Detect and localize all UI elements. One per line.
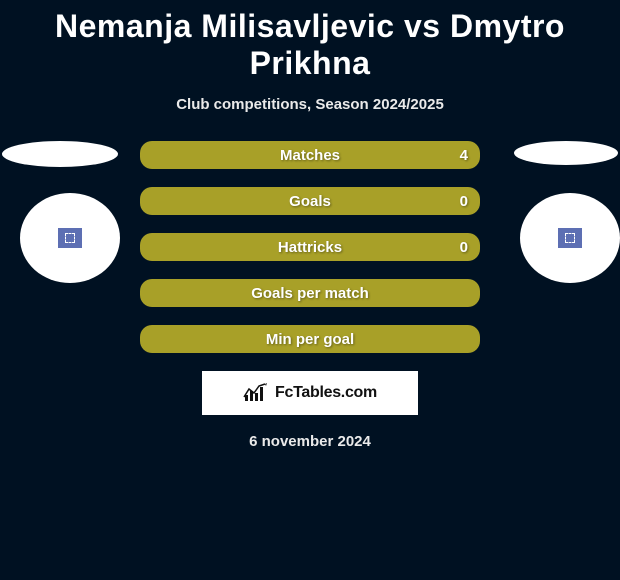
stat-bar-hattricks: Hattricks 0 (140, 233, 480, 261)
stat-label: Hattricks (278, 239, 342, 256)
stat-bar-matches: Matches 4 (140, 141, 480, 169)
chart-icon (243, 383, 269, 403)
player-right-ellipse (514, 141, 618, 165)
placeholder-icon (558, 228, 582, 248)
stat-bar-goals: Goals 0 (140, 187, 480, 215)
stat-label: Goals (289, 193, 331, 210)
footer-date: 6 november 2024 (0, 433, 620, 450)
placeholder-icon (58, 228, 82, 248)
stat-bars: Matches 4 Goals 0 Hattricks 0 Goals per … (140, 141, 480, 353)
stat-label: Min per goal (266, 331, 354, 348)
stat-label: Matches (280, 147, 340, 164)
stat-bar-min-per-goal: Min per goal (140, 325, 480, 353)
stat-right-value: 4 (460, 147, 468, 164)
player-right-badge (520, 193, 620, 283)
brand-text: FcTables.com (275, 384, 377, 402)
stat-label: Goals per match (251, 285, 369, 302)
comparison-area: Matches 4 Goals 0 Hattricks 0 Goals per … (0, 141, 620, 450)
player-left-badge (20, 193, 120, 283)
stat-bar-goals-per-match: Goals per match (140, 279, 480, 307)
brand-box[interactable]: FcTables.com (202, 371, 418, 415)
player-left-ellipse (2, 141, 118, 167)
page-title: Nemanja Milisavljevic vs Dmytro Prikhna (0, 0, 620, 82)
subtitle: Club competitions, Season 2024/2025 (0, 96, 620, 113)
stat-right-value: 0 (460, 239, 468, 256)
stat-right-value: 0 (460, 193, 468, 210)
